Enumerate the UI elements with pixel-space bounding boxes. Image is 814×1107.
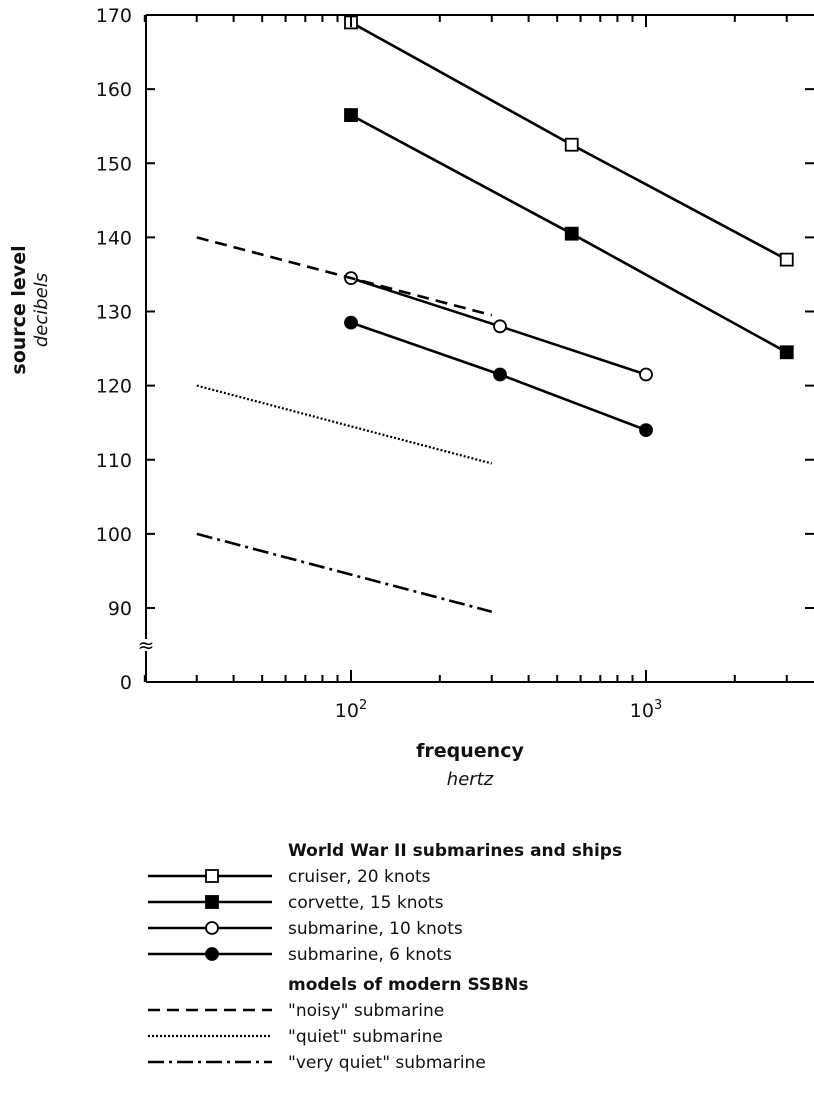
y-tick-label: 130 [96, 302, 132, 324]
legend-entry: cruiser, 20 knots [148, 867, 431, 887]
legend: World War II submarines and ships cruiser… [148, 841, 622, 1073]
series-4 [196, 236, 493, 317]
y-tick-label: 150 [96, 153, 132, 175]
y-tick-label: 120 [96, 376, 132, 398]
legend-entry: "noisy" submarine [148, 1001, 444, 1021]
data-point [493, 367, 507, 382]
y-tick-label: 100 [96, 524, 132, 546]
legend-label: submarine, 6 knots [288, 945, 452, 965]
y-tick-label: 170 [96, 5, 132, 27]
legend-entry: submarine, 10 knots [148, 919, 463, 939]
legend-entry: submarine, 6 knots [148, 945, 452, 965]
legend-entry: "very quiet" submarine [148, 1053, 486, 1073]
legend-group-title: models of modern SSBNs [288, 975, 528, 995]
data-point [564, 137, 579, 152]
legend-label: cruiser, 20 knots [288, 867, 431, 887]
data-point [639, 423, 653, 438]
legend-entry: "quiet" submarine [148, 1027, 443, 1047]
legend-label: corvette, 15 knots [288, 893, 444, 913]
legend-swatch-marker [205, 895, 219, 909]
y-axis-break-symbol: ≈ [138, 633, 155, 657]
x-axis-title: frequency [416, 740, 524, 762]
tick-layer: 170 160 150 140 130 120 110 100 90 0 102 103 [96, 5, 814, 722]
y-axis-unit: decibels [31, 273, 52, 347]
x-tick-label: 103 [630, 698, 662, 722]
data-point [564, 226, 579, 241]
legend-label: submarine, 10 knots [288, 919, 463, 939]
series-layer [196, 15, 794, 613]
data-point [344, 108, 358, 122]
legend-swatch-marker [205, 947, 219, 961]
series-line [196, 532, 493, 613]
y-tick-label: 140 [96, 227, 132, 249]
x-axis-unit: hertz [447, 769, 494, 790]
x-tick-label: 102 [335, 698, 367, 722]
series-3 [344, 315, 653, 438]
y-tick-label: 0 [120, 672, 132, 694]
legend-entry: corvette, 15 knots [148, 893, 444, 913]
legend-label: "noisy" submarine [288, 1001, 444, 1021]
data-point [344, 315, 358, 330]
series-line [196, 384, 493, 465]
legend-swatch-marker [205, 921, 219, 935]
series-6 [196, 532, 493, 613]
y-axis-title: source level [8, 245, 30, 374]
series-2 [344, 271, 653, 382]
series-5 [196, 384, 493, 465]
chart-axes: ≈ [138, 14, 814, 683]
series-1 [344, 108, 794, 360]
data-point [639, 367, 653, 382]
legend-label: "very quiet" submarine [288, 1053, 486, 1073]
data-point [493, 319, 507, 334]
y-tick-label: 160 [96, 79, 132, 101]
y-tick-label: 110 [96, 450, 132, 472]
data-point [779, 345, 794, 360]
legend-label: "quiet" submarine [288, 1027, 443, 1047]
legend-group-title: World War II submarines and ships [288, 841, 622, 861]
legend-swatch-marker [205, 869, 219, 883]
series-line [196, 236, 493, 317]
y-tick-label: 90 [108, 598, 132, 620]
data-point [779, 252, 794, 267]
